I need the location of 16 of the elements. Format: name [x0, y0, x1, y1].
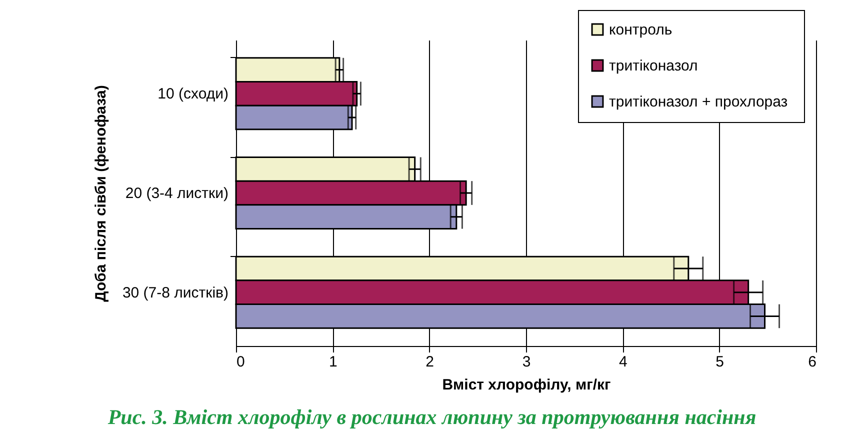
legend-label: тритіконазол + прохлораз: [609, 94, 788, 110]
y-tick-label: 30 (7-8 листків): [122, 284, 228, 302]
text: Рис. 3. Вміст хлорофілу в рослинах люпину за протруювання насіння: [106, 405, 758, 430]
y-axis-title: Доба після сівби (фенофаза): [92, 85, 110, 302]
x-tick-label: 2: [426, 354, 434, 370]
x-tick-label: 5: [716, 354, 724, 370]
y-tick-label: 10 (сходи): [158, 86, 228, 103]
legend-label: контроль: [609, 22, 672, 38]
x-tick-label: 3: [522, 354, 531, 370]
x-axis-title: Вміст хлорофілу, мг/кг: [442, 376, 611, 394]
y-tick-label: 20 (3-4 листки): [125, 185, 228, 202]
x-tick-label: 6: [808, 354, 816, 370]
x-tick-label: 1: [328, 354, 338, 370]
x-tick-label: 0: [236, 354, 245, 370]
legend-label: тритіконазол: [609, 58, 698, 74]
x-tick-label: 4: [618, 354, 628, 370]
